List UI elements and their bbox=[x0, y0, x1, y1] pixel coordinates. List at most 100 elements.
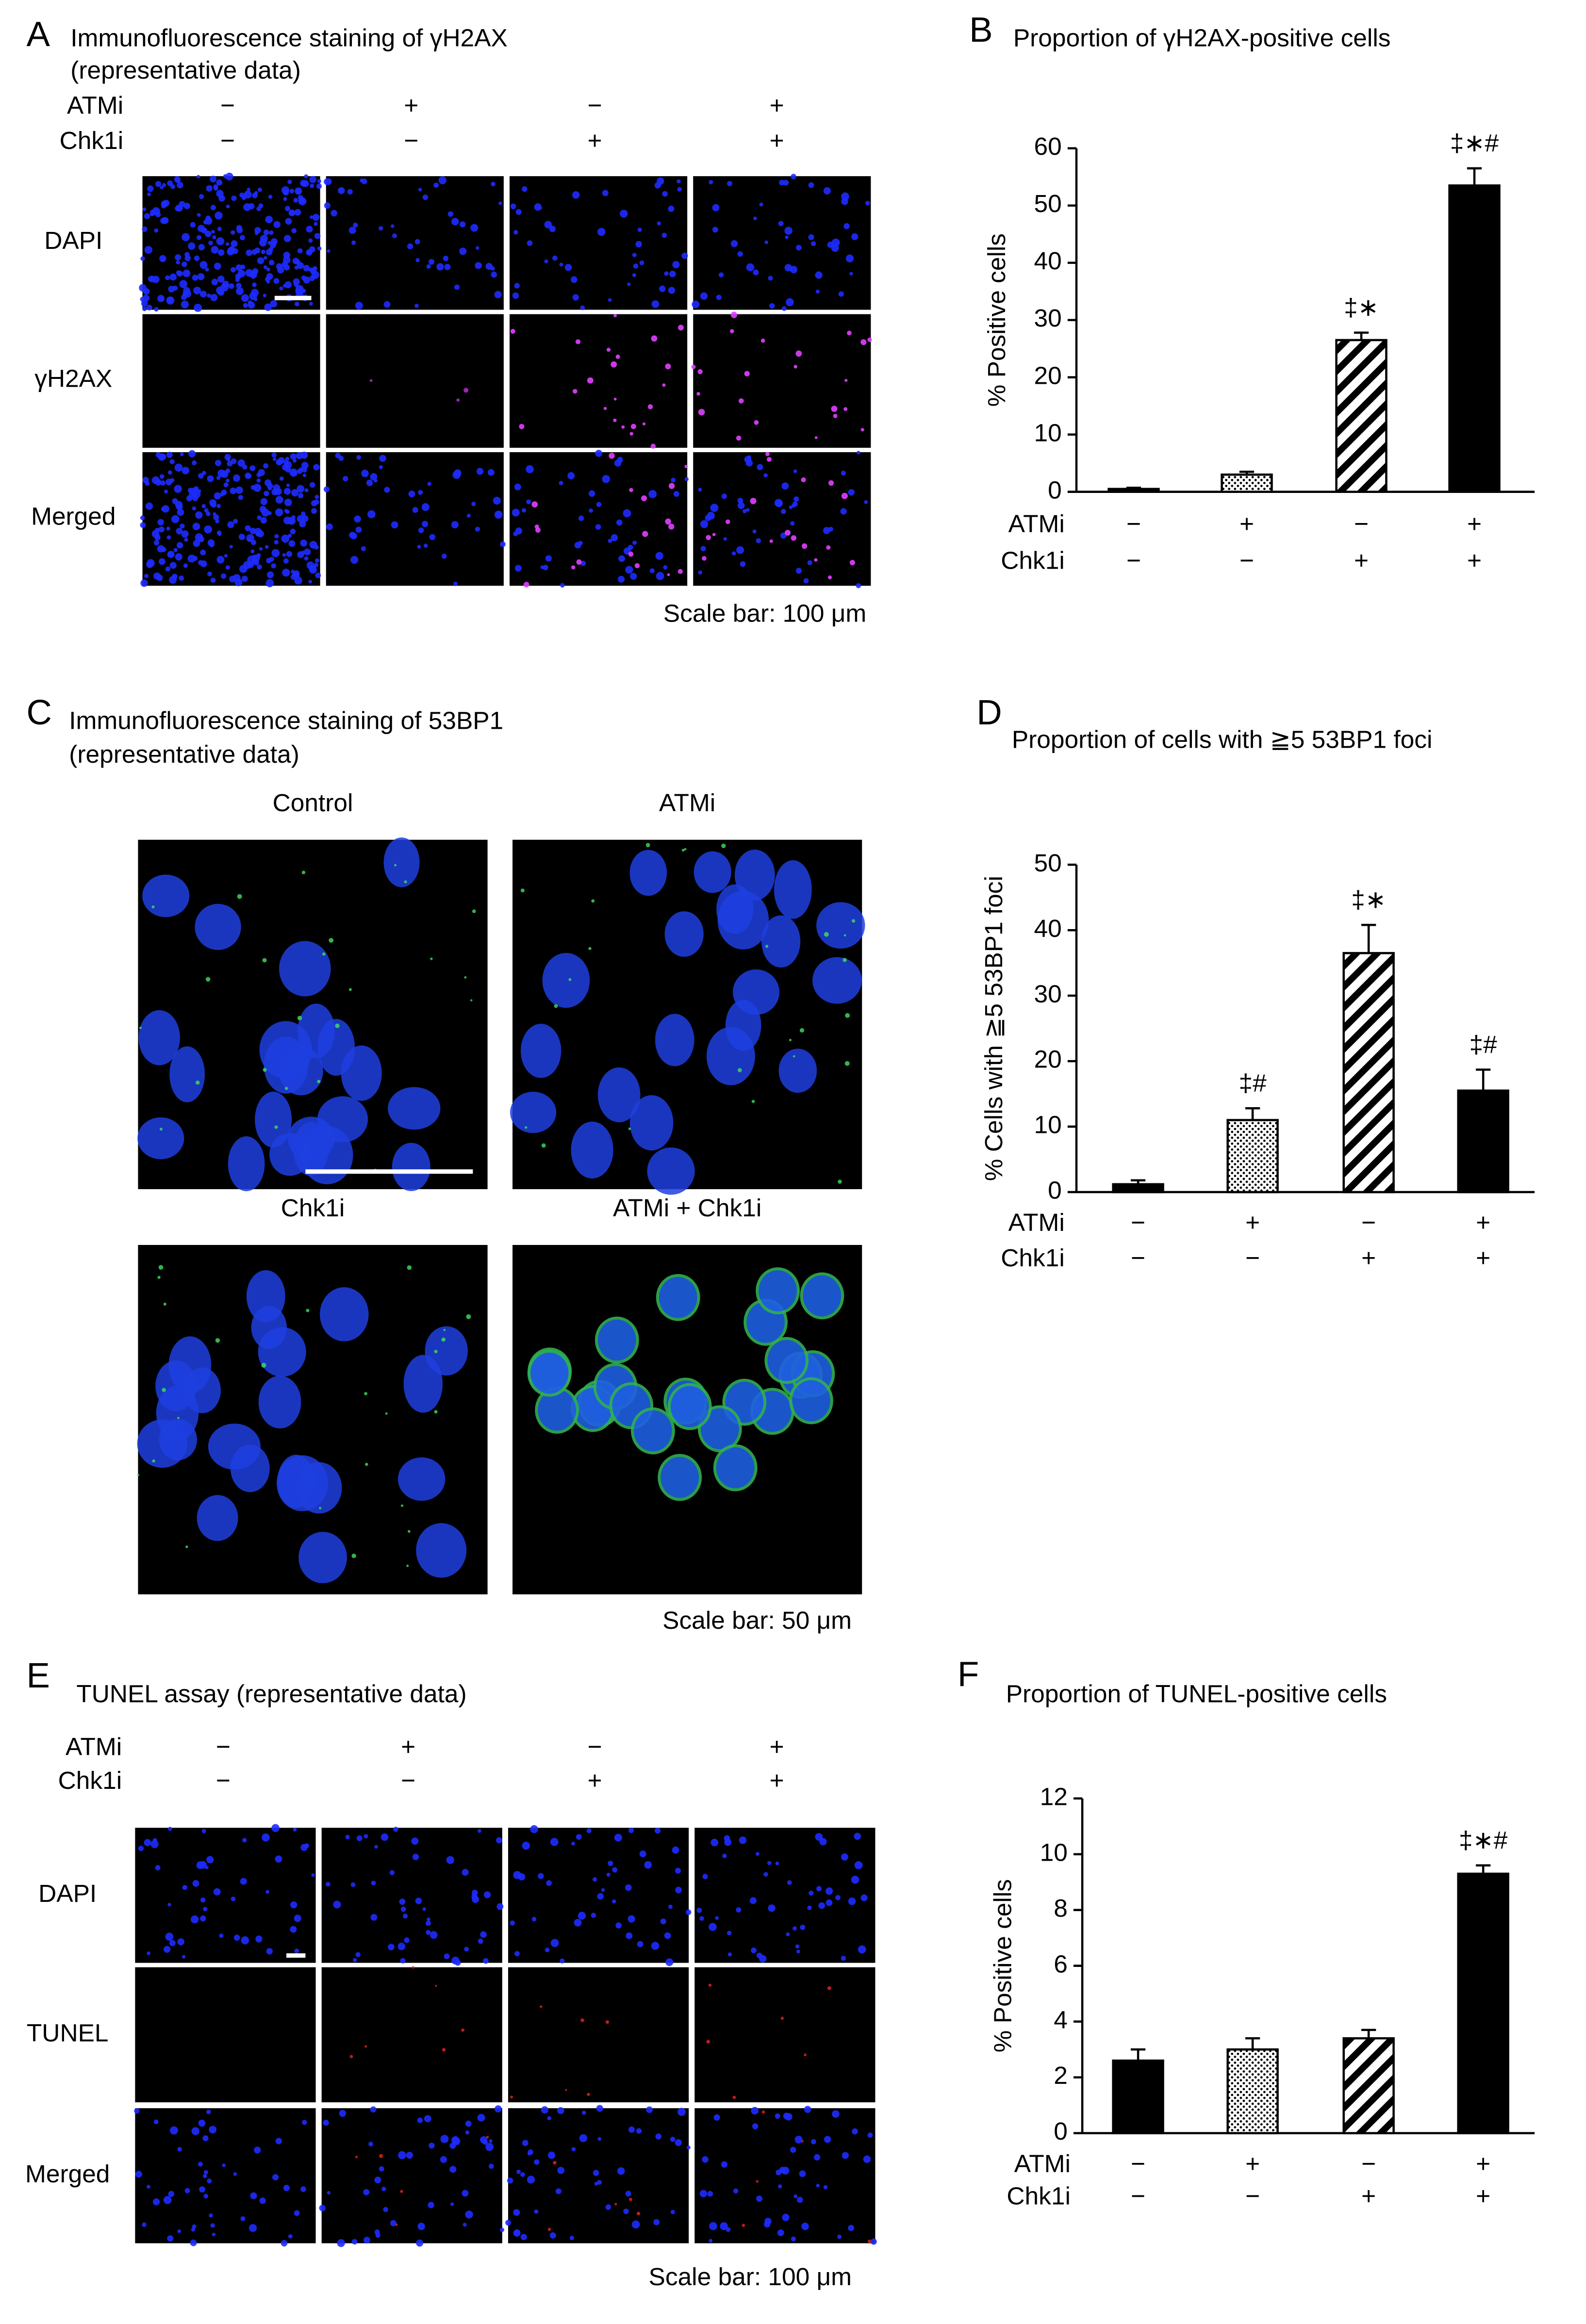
cell bbox=[219, 492, 224, 497]
cell bbox=[179, 280, 188, 288]
cell bbox=[285, 218, 292, 225]
nucleus bbox=[778, 1048, 817, 1093]
cell bbox=[177, 181, 183, 189]
cell bbox=[527, 2176, 535, 2184]
cell bbox=[865, 200, 870, 206]
cell bbox=[301, 461, 309, 469]
cell bbox=[681, 252, 688, 259]
cell bbox=[591, 899, 595, 903]
nucleus bbox=[789, 1377, 833, 1424]
cell bbox=[672, 1846, 679, 1854]
cell bbox=[559, 262, 563, 267]
cell bbox=[333, 1900, 341, 1909]
cell bbox=[225, 172, 233, 180]
cell bbox=[294, 282, 299, 287]
cell bbox=[323, 486, 330, 492]
cell bbox=[266, 571, 274, 578]
cell bbox=[264, 545, 269, 549]
cell bbox=[840, 508, 847, 515]
cell bbox=[485, 2143, 494, 2151]
condition-mark: − bbox=[1131, 2181, 1145, 2209]
cell bbox=[698, 570, 702, 575]
cell bbox=[665, 518, 671, 525]
cell bbox=[164, 1946, 171, 1953]
cell bbox=[418, 490, 423, 495]
cell bbox=[751, 2107, 759, 2115]
cell bbox=[578, 515, 584, 521]
cell bbox=[756, 1952, 762, 1959]
cell bbox=[199, 291, 207, 298]
cell bbox=[808, 182, 814, 188]
cell bbox=[699, 2190, 708, 2197]
cell bbox=[793, 365, 797, 369]
cell bbox=[247, 474, 252, 479]
cell bbox=[374, 2177, 381, 2184]
cell bbox=[198, 2161, 203, 2167]
condition-mark: − bbox=[1361, 2149, 1376, 2177]
cell bbox=[751, 1099, 755, 1103]
cell bbox=[197, 273, 205, 280]
cell bbox=[238, 495, 244, 500]
cell bbox=[465, 2130, 470, 2135]
cell bbox=[429, 534, 436, 540]
cell bbox=[147, 559, 155, 567]
cell bbox=[216, 190, 224, 197]
panel-label: F bbox=[958, 1654, 979, 1694]
micrograph bbox=[321, 1827, 504, 1966]
cell bbox=[605, 2020, 610, 2024]
cell bbox=[182, 1955, 186, 1959]
cell bbox=[182, 1885, 187, 1890]
cell bbox=[463, 388, 469, 393]
cell bbox=[525, 1126, 528, 1129]
nucleus bbox=[764, 1337, 809, 1384]
cell bbox=[147, 185, 154, 192]
cell bbox=[283, 284, 287, 288]
cell bbox=[475, 526, 480, 532]
cell bbox=[843, 934, 846, 937]
cell bbox=[209, 2213, 213, 2218]
micrograph bbox=[137, 837, 488, 1192]
cell bbox=[175, 205, 181, 212]
cell bbox=[254, 227, 261, 234]
cell bbox=[194, 255, 200, 262]
cell bbox=[848, 1897, 856, 1905]
condition-mark: − bbox=[1245, 1244, 1260, 1272]
cell bbox=[300, 451, 308, 459]
cell bbox=[514, 483, 521, 491]
cell bbox=[628, 1127, 631, 1130]
nucleus bbox=[155, 1360, 197, 1411]
cell bbox=[580, 2018, 584, 2022]
cell bbox=[199, 194, 204, 199]
cell bbox=[288, 2234, 293, 2239]
y-tick-label: 12 bbox=[1040, 1782, 1068, 1810]
cell bbox=[636, 2128, 642, 2134]
cell bbox=[736, 1907, 742, 1913]
cell bbox=[364, 2045, 367, 2048]
cell bbox=[549, 226, 556, 232]
cell bbox=[144, 245, 152, 254]
cell bbox=[427, 482, 431, 486]
y-tick-label: 30 bbox=[1034, 304, 1062, 332]
cell bbox=[732, 2095, 736, 2099]
cell bbox=[229, 283, 234, 289]
cell bbox=[283, 235, 291, 243]
cell bbox=[663, 565, 668, 570]
cell bbox=[801, 543, 808, 549]
cell bbox=[760, 338, 765, 343]
cell bbox=[217, 275, 225, 283]
nucleus bbox=[246, 1270, 285, 1323]
y-tick-label: 6 bbox=[1054, 1949, 1068, 1978]
cell bbox=[293, 197, 298, 203]
nucleus bbox=[279, 941, 331, 997]
condition-name: Chk1i bbox=[1001, 1244, 1065, 1272]
cell bbox=[628, 551, 634, 557]
cell bbox=[659, 285, 666, 292]
nucleus bbox=[697, 1405, 742, 1453]
cell bbox=[578, 540, 583, 545]
cell bbox=[818, 1902, 826, 1909]
cell bbox=[400, 2190, 403, 2193]
image-background bbox=[694, 1828, 876, 1963]
condition-mark: − bbox=[1131, 1244, 1145, 1272]
cell bbox=[451, 2136, 460, 2144]
cell bbox=[400, 1504, 404, 1507]
